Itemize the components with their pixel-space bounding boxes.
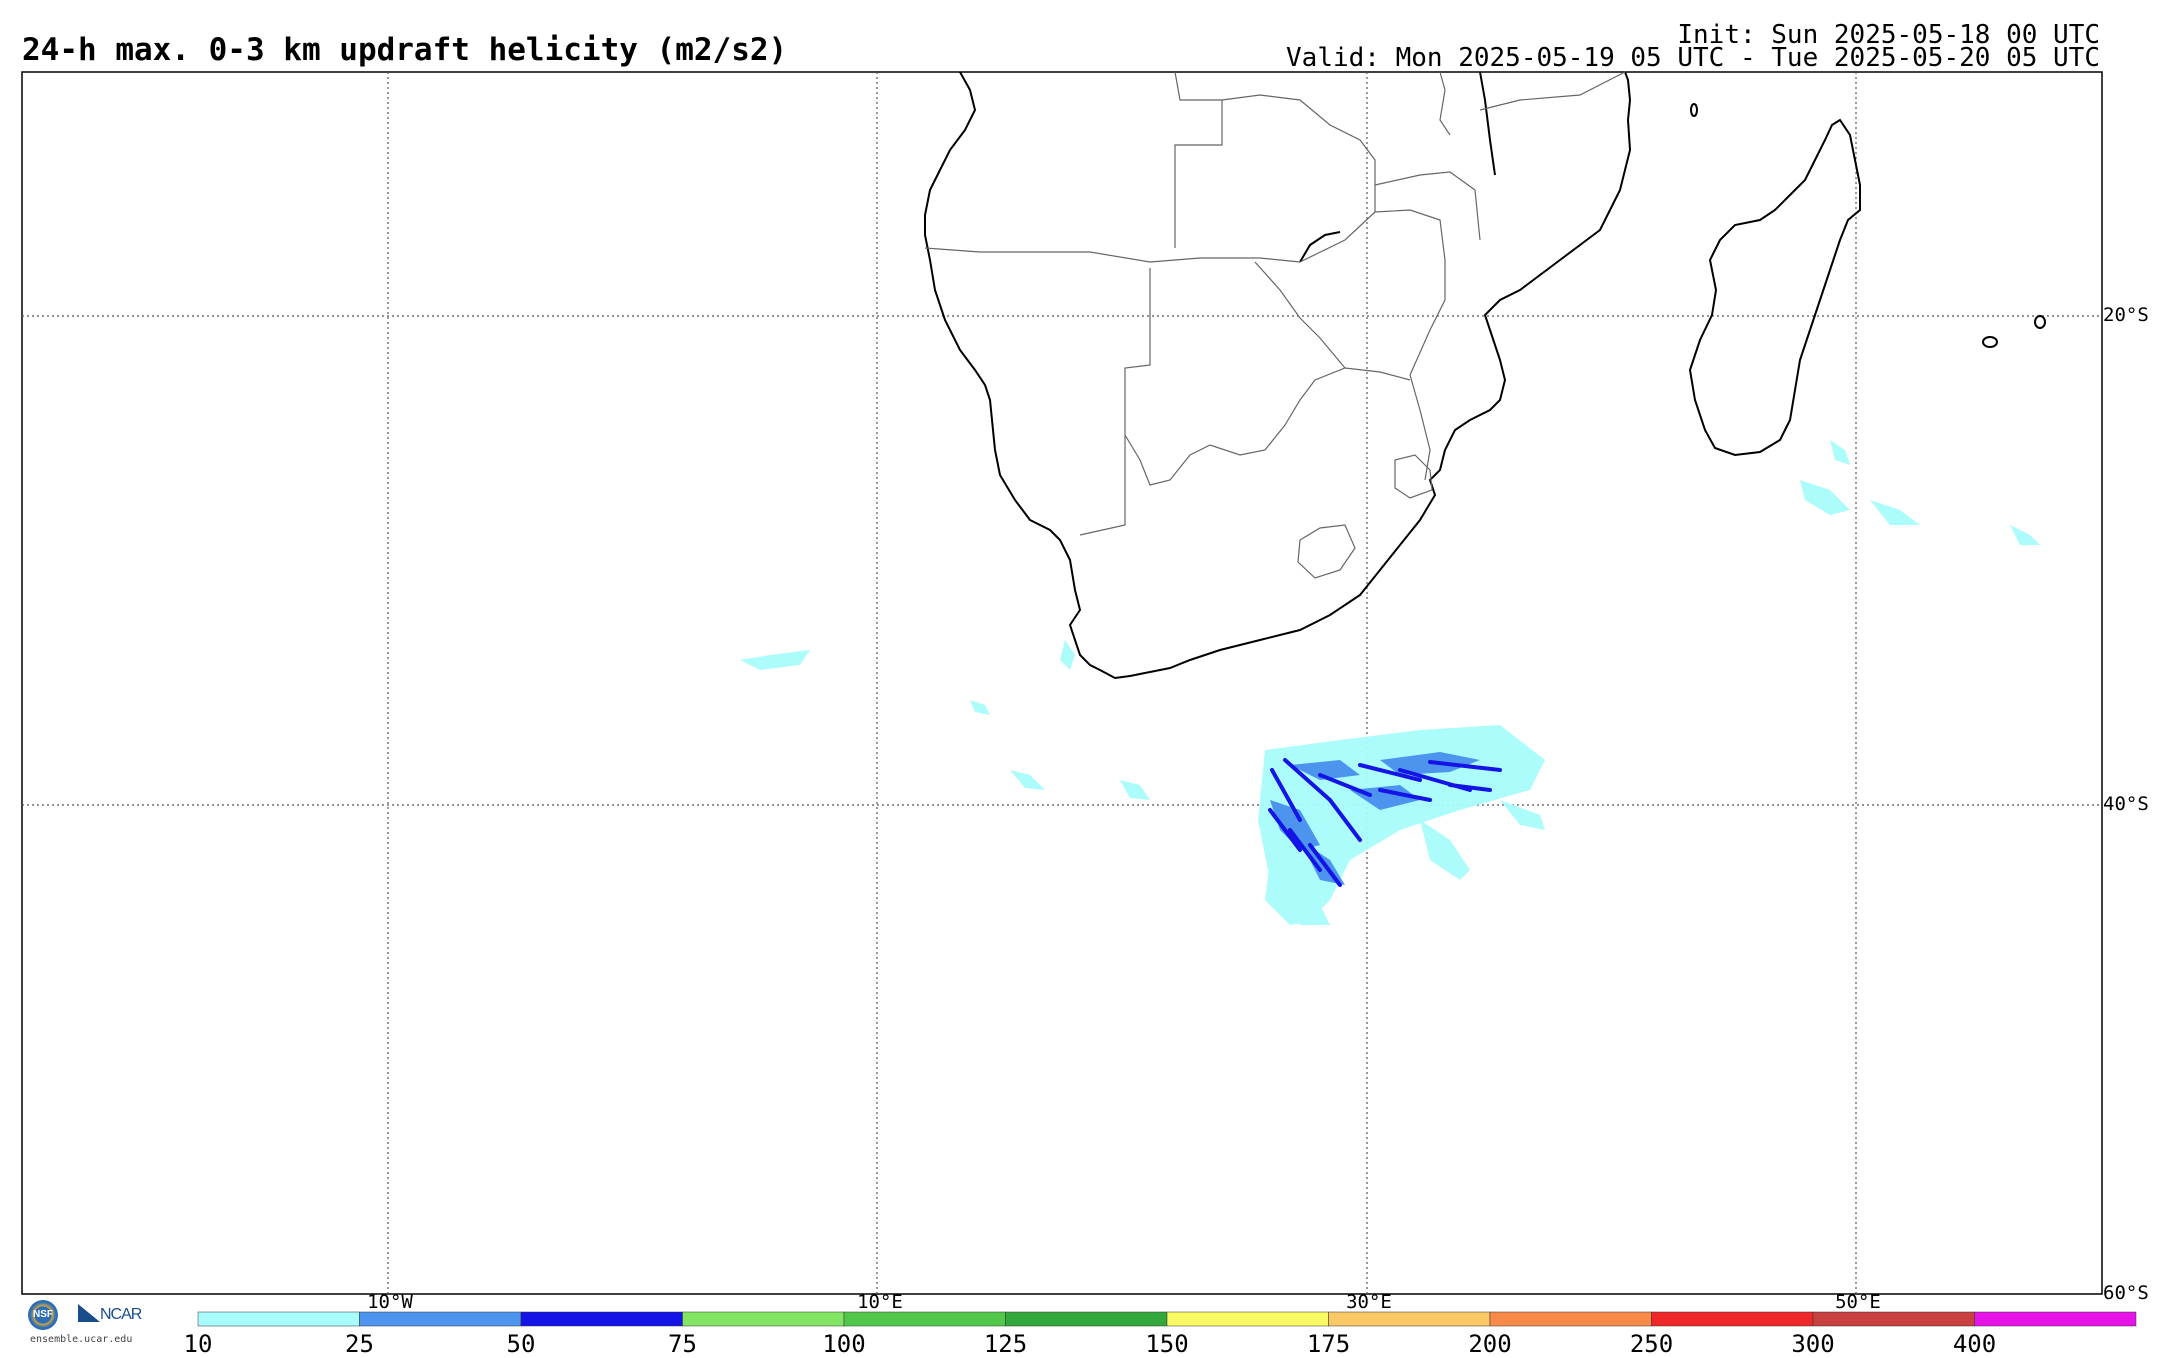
colorbar-tick-label: 250 <box>1629 1330 1674 1358</box>
border-zambia-angola <box>1174 71 1223 248</box>
reunion <box>2034 315 2046 329</box>
country-borders <box>924 71 1626 579</box>
ncar-text: NCAR <box>100 1306 142 1323</box>
africa-coastline <box>924 71 1632 680</box>
border-drc-zambia <box>1439 71 1451 136</box>
lat-label-40s: 40°S <box>2103 793 2149 815</box>
border-angola-namibia <box>924 247 1301 263</box>
colorbar-segment <box>1005 1311 1168 1327</box>
border-botswana-sa <box>1124 367 1411 486</box>
lon-label-30e: 30°E <box>1346 1291 1392 1313</box>
colorbar-segment <box>682 1311 845 1327</box>
colorbar-segment <box>1328 1311 1491 1327</box>
mauritius <box>1982 336 1998 348</box>
border-malawi-mozambique <box>1374 171 1481 241</box>
colorbar-tick-label: 400 <box>1952 1330 1997 1358</box>
madagascar-coastline <box>1688 118 1861 457</box>
colorbar-segment <box>1812 1311 1975 1327</box>
lon-label-10w: 10°W <box>367 1291 413 1313</box>
island-north <box>1690 103 1698 117</box>
colorbar-tick-label: 10 <box>183 1330 213 1358</box>
lake-kariba <box>1299 231 1341 263</box>
colorbar-tick-label: 75 <box>668 1330 697 1358</box>
valid-time: Valid: Mon 2025-05-19 05 UTC - Tue 2025-… <box>1286 43 2100 73</box>
lat-label-20s: 20°S <box>2103 304 2149 326</box>
border-zambia <box>1221 94 1376 212</box>
colorbar-tick-label: 150 <box>1145 1330 1189 1358</box>
border-sa-mozambique <box>1409 374 1431 481</box>
border-botswana-zimbabwe <box>1254 261 1346 369</box>
colorbar-segment <box>1974 1311 2137 1327</box>
map-frame <box>21 71 2103 1295</box>
lake-malawi <box>1479 71 1496 176</box>
map-title: 24-h max. 0-3 km updraft helicity (m2/s2… <box>22 32 788 68</box>
lat-label-60s: 60°S <box>2103 1282 2149 1304</box>
colorbar-tick-label: 200 <box>1468 1330 1512 1358</box>
colorbar-tick-label: 50 <box>506 1330 536 1358</box>
border-eswatini <box>1394 454 1433 499</box>
colorbar-segment <box>1651 1311 1814 1327</box>
init-time: Init: Sun 2025-05-18 00 UTC <box>1677 20 2100 50</box>
colorbar-segment <box>359 1311 522 1327</box>
helicity-strong-swaths <box>1268 758 1502 887</box>
lon-label-50e: 50°E <box>1835 1291 1881 1313</box>
colorbar-tick-label: 125 <box>983 1330 1028 1358</box>
colorbar-tick-label: 25 <box>345 1330 374 1358</box>
nsf-icon: NSF <box>28 1300 58 1330</box>
lon-label-10e: 10°E <box>857 1291 903 1313</box>
border-namibia-botswana <box>1079 268 1151 536</box>
border-lesotho <box>1297 524 1356 579</box>
ncar-logo: NSF NCAR ensemble.ucar.edu <box>24 1298 154 1348</box>
ncar-mark-icon <box>78 1304 100 1322</box>
colorbar-tick-label: 175 <box>1306 1330 1351 1358</box>
colorbar <box>197 1311 2137 1327</box>
border-tanzania-mozambique <box>1479 71 1626 111</box>
colorbar-segment <box>1489 1311 1652 1327</box>
colorbar-tick-label: 300 <box>1791 1330 1835 1358</box>
colorbar-segment <box>520 1311 683 1327</box>
border-zimbabwe-mozambique <box>1299 209 1446 376</box>
site-url: ensemble.ucar.edu <box>30 1334 133 1345</box>
colorbar-segment <box>197 1311 360 1327</box>
graticule <box>22 72 2102 1294</box>
colorbar-segment <box>843 1311 1006 1327</box>
colorbar-tick-label: 100 <box>822 1330 866 1358</box>
colorbar-segment <box>1166 1311 1329 1327</box>
